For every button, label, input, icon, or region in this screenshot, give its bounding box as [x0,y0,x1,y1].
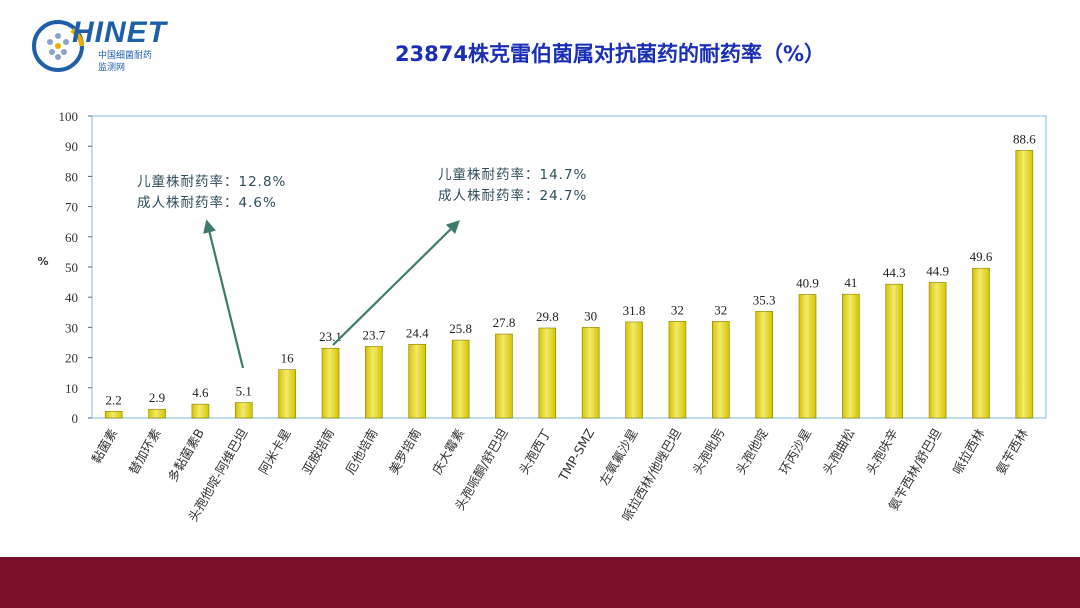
category-label: 环丙沙星 [776,426,814,477]
bar [148,408,166,419]
resistance-bar-chart: 0 10 20 30 40 50 60 70 80 90 100% 2.2 黏菌素 2.9 替加环素 4.6 多… [37,109,1047,524]
bar-value-label: 30 [584,308,597,323]
y-tick-label: 70 [65,200,78,215]
bar [365,346,383,419]
bar-value-label: 49.6 [970,249,993,264]
y-tick-label: 0 [72,411,79,426]
bar [408,344,427,419]
bar-value-label: 23.1 [319,329,342,344]
category-label: 头孢呋辛 [863,426,901,477]
bar [581,327,600,419]
category-label: 头孢他啶 [733,426,771,477]
footer-bar [0,557,1080,608]
annotation-box-1: 儿童株耐药率：12.8% 成人株耐药率：4.6% [137,172,286,214]
bar [972,267,990,419]
bar-value-label: 29.8 [536,309,559,324]
bar-value-label: 35.3 [753,292,776,307]
category-label: 黏菌素 [89,426,121,466]
annotation-2-line-2: 成人株耐药率：24.7% [438,188,588,204]
annotation-arrow-1 [203,219,245,369]
bar-value-label: 16 [281,351,295,366]
y-axis-label: % [37,255,48,268]
bar [495,333,513,419]
y-tick-label: 60 [65,230,78,245]
category-label: 亚胺培南 [299,426,337,477]
y-tick-label: 40 [65,290,78,305]
bar [885,283,904,419]
bar [191,403,210,419]
annotation-arrow-2 [332,220,460,346]
bar-value-label: 41 [844,275,857,290]
bar [668,321,687,419]
category-label: 多黏菌素B [165,426,207,484]
category-label: 厄他培南 [342,426,380,477]
bar [1015,150,1034,419]
bar-value-label: 2.2 [106,392,122,407]
bar [625,321,643,419]
bar [928,282,947,419]
bar-value-label: 32 [714,302,727,317]
category-label: 哌拉西林 [950,426,988,477]
logo-subtitle-2: 监测网 [98,63,126,73]
logo-brand-text: HINET [72,16,167,49]
bar-value-label: 24.4 [406,325,429,340]
annotation-box-2: 儿童株耐药率：14.7% 成人株耐药率：24.7% [438,165,587,207]
bar-value-label: 27.8 [493,315,516,330]
y-tick-label: 100 [59,109,79,124]
category-label: 美罗培南 [386,426,424,477]
y-tick-label: 50 [65,260,78,275]
y-tick-label: 10 [65,381,78,396]
bar [842,293,860,419]
category-label: 替加环素 [126,426,164,477]
bar [321,347,340,419]
bar-value-label: 88.6 [1013,131,1036,146]
bar [451,339,470,419]
y-tick-label: 80 [65,169,78,184]
bar [538,327,557,419]
bar-value-label: 31.8 [623,303,646,318]
bar [104,411,123,419]
bar-value-label: 40.9 [796,275,819,290]
bar-value-label: 44.9 [926,263,949,278]
logo-emblem-icon [32,20,84,72]
category-label: 左氧氟沙星 [596,426,640,488]
bar [711,321,730,419]
bar-value-label: 32 [671,302,684,317]
bar [755,311,773,419]
category-label: TMP-SMZ [555,426,597,484]
category-label: 阿米卡星 [256,426,294,477]
bar [234,402,253,419]
bar-value-label: 2.9 [149,390,165,405]
annotation-1-line-2: 成人株耐药率：4.6% [137,195,277,211]
bar [278,369,296,419]
bar-value-label: 23.7 [362,327,385,342]
category-label: 头孢曲松 [819,426,857,477]
page-title: 23874株克雷伯菌属对抗菌药的耐药率（%） [394,42,826,66]
logo-subtitle-1: 中国细菌耐药 [98,51,153,61]
category-label: 头孢西丁 [516,426,554,477]
y-tick-label: 20 [65,351,78,366]
y-tick-label: 90 [65,139,78,154]
annotation-1-line-1: 儿童株耐药率：12.8% [137,174,287,190]
bar [798,294,817,419]
bar-value-label: 4.6 [192,385,209,400]
category-label: 头孢吡肟 [689,426,727,477]
bar-value-label: 25.8 [449,321,472,336]
category-label: 氨苄西林 [993,426,1031,477]
bar-value-label: 5.1 [236,384,252,399]
y-tick-label: 30 [65,320,78,335]
hinet-logo: HINET 中国细菌耐药 监测网 [32,14,182,74]
category-label: 庆大霉素 [429,426,467,477]
annotation-2-line-1: 儿童株耐药率：14.7% [438,167,588,183]
bar-value-label: 44.3 [883,265,906,280]
